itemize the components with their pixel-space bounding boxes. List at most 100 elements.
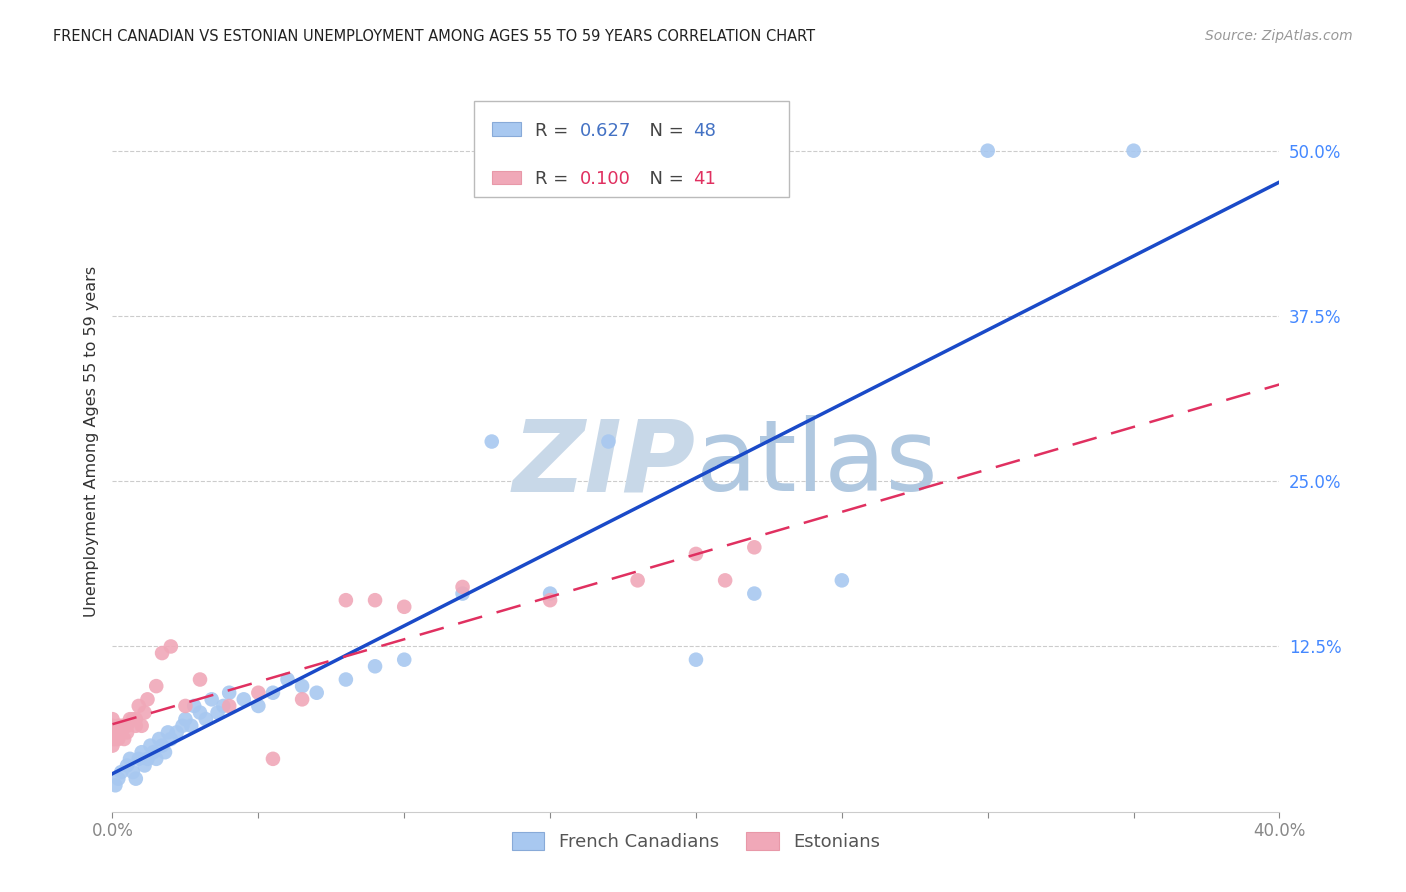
Point bbox=[742, 541, 765, 555]
Point bbox=[101, 719, 124, 733]
Point bbox=[107, 772, 129, 786]
Point bbox=[118, 712, 141, 726]
Point bbox=[247, 698, 270, 713]
Text: ZIP: ZIP bbox=[513, 416, 696, 512]
Y-axis label: Unemployment Among Ages 55 to 59 years: Unemployment Among Ages 55 to 59 years bbox=[83, 266, 98, 617]
Point bbox=[118, 752, 141, 766]
Point bbox=[110, 719, 132, 733]
Point bbox=[335, 673, 357, 687]
Text: 48: 48 bbox=[693, 121, 716, 139]
Point bbox=[142, 745, 165, 759]
Text: atlas: atlas bbox=[696, 416, 938, 512]
Point bbox=[101, 712, 124, 726]
Point bbox=[183, 698, 205, 713]
Point bbox=[212, 698, 235, 713]
Text: FRENCH CANADIAN VS ESTONIAN UNEMPLOYMENT AMONG AGES 55 TO 59 YEARS CORRELATION C: FRENCH CANADIAN VS ESTONIAN UNEMPLOYMENT… bbox=[53, 29, 815, 44]
Text: 0.100: 0.100 bbox=[579, 169, 630, 187]
Point bbox=[112, 719, 135, 733]
Point bbox=[364, 593, 387, 607]
Point bbox=[262, 752, 284, 766]
Text: Source: ZipAtlas.com: Source: ZipAtlas.com bbox=[1205, 29, 1353, 43]
Text: 41: 41 bbox=[693, 169, 716, 187]
Point bbox=[538, 586, 561, 600]
Text: N =: N = bbox=[638, 121, 689, 139]
Bar bbox=[492, 122, 522, 136]
Point bbox=[104, 731, 127, 746]
Point bbox=[115, 758, 138, 772]
Point bbox=[174, 712, 197, 726]
Point bbox=[136, 752, 159, 766]
Point bbox=[115, 719, 138, 733]
Text: R =: R = bbox=[536, 169, 574, 187]
Bar bbox=[474, 101, 789, 197]
Point bbox=[742, 586, 765, 600]
Point bbox=[335, 593, 357, 607]
Point bbox=[180, 719, 202, 733]
Point bbox=[685, 653, 707, 667]
Point bbox=[107, 731, 129, 746]
Point bbox=[136, 692, 159, 706]
Point bbox=[305, 686, 328, 700]
Text: 0.627: 0.627 bbox=[579, 121, 631, 139]
Point bbox=[538, 593, 561, 607]
Point bbox=[201, 692, 224, 706]
Point bbox=[101, 731, 124, 746]
Point bbox=[276, 673, 298, 687]
Point bbox=[125, 719, 148, 733]
Point bbox=[166, 725, 188, 739]
Bar bbox=[492, 170, 522, 184]
Point bbox=[451, 580, 474, 594]
Point bbox=[394, 599, 416, 614]
Point bbox=[627, 574, 650, 588]
Point bbox=[150, 739, 173, 753]
Point bbox=[160, 731, 183, 746]
Point bbox=[101, 725, 124, 739]
Point bbox=[122, 712, 145, 726]
Point bbox=[262, 686, 284, 700]
Point bbox=[714, 574, 737, 588]
Point bbox=[153, 745, 176, 759]
Point bbox=[598, 434, 620, 449]
Point bbox=[104, 778, 127, 792]
Point bbox=[194, 712, 217, 726]
Point bbox=[172, 719, 194, 733]
Point bbox=[148, 731, 170, 746]
Point bbox=[115, 725, 138, 739]
Point bbox=[364, 659, 387, 673]
Point bbox=[174, 698, 197, 713]
Point bbox=[451, 586, 474, 600]
Point bbox=[394, 653, 416, 667]
Point bbox=[128, 752, 150, 766]
Point bbox=[145, 679, 167, 693]
Point bbox=[110, 765, 132, 780]
Point bbox=[112, 731, 135, 746]
Point bbox=[232, 692, 254, 706]
Point bbox=[291, 679, 314, 693]
Point bbox=[125, 772, 148, 786]
Point bbox=[104, 725, 127, 739]
Text: N =: N = bbox=[638, 169, 689, 187]
Point bbox=[481, 434, 503, 449]
Legend: French Canadians, Estonians: French Canadians, Estonians bbox=[505, 824, 887, 858]
Point bbox=[131, 745, 153, 759]
Point bbox=[122, 765, 145, 780]
Point bbox=[107, 719, 129, 733]
Point bbox=[207, 706, 229, 720]
Point bbox=[134, 758, 156, 772]
Point bbox=[145, 752, 167, 766]
Point bbox=[188, 706, 211, 720]
Point bbox=[134, 706, 156, 720]
Point bbox=[831, 574, 853, 588]
Point bbox=[150, 646, 173, 660]
Point bbox=[218, 698, 240, 713]
Point bbox=[128, 698, 150, 713]
Point bbox=[156, 725, 179, 739]
Point bbox=[131, 719, 153, 733]
Point bbox=[976, 144, 998, 158]
Point bbox=[125, 712, 148, 726]
Point bbox=[685, 547, 707, 561]
Point bbox=[247, 686, 270, 700]
Point bbox=[218, 686, 240, 700]
Point bbox=[139, 739, 162, 753]
Point bbox=[110, 725, 132, 739]
